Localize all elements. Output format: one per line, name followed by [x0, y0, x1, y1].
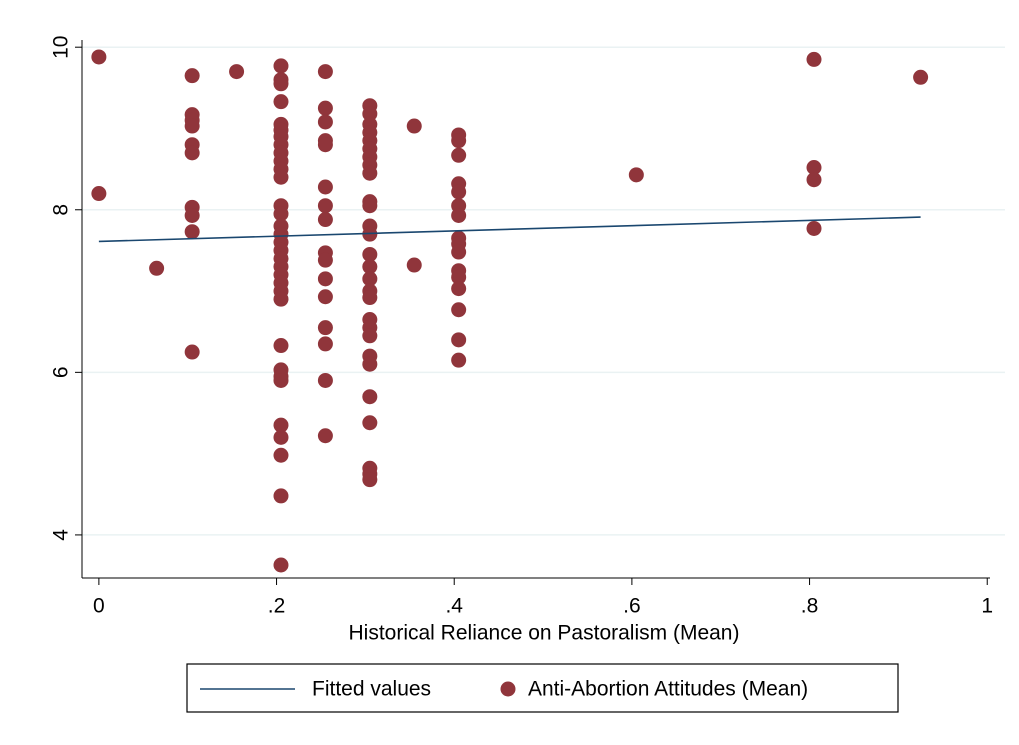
point	[184, 207, 200, 223]
point	[362, 389, 378, 405]
point	[317, 100, 333, 116]
point	[184, 145, 200, 161]
point	[451, 184, 467, 200]
point	[451, 147, 467, 163]
point	[317, 212, 333, 228]
point	[229, 64, 245, 80]
point	[806, 51, 822, 67]
point	[806, 159, 822, 175]
point	[273, 372, 289, 388]
point	[273, 206, 289, 222]
point	[317, 336, 333, 352]
x-tick-label: 0	[93, 595, 105, 618]
x-tick-label: 1	[981, 595, 993, 618]
point	[362, 290, 378, 306]
point	[184, 118, 200, 134]
point	[362, 198, 378, 214]
point	[362, 246, 378, 262]
point	[362, 165, 378, 181]
point	[362, 259, 378, 275]
x-tick-label: .4	[445, 595, 463, 618]
point	[362, 472, 378, 488]
point	[913, 69, 929, 85]
point	[273, 417, 289, 433]
point	[317, 320, 333, 336]
point	[273, 338, 289, 354]
y-tick-label: 8	[50, 204, 73, 216]
point	[628, 167, 644, 183]
point	[317, 137, 333, 153]
x-axis-label: Historical Reliance on Pastoralism (Mean…	[349, 622, 740, 645]
point	[317, 428, 333, 444]
point	[451, 207, 467, 223]
point	[362, 106, 378, 122]
point	[451, 244, 467, 260]
point	[317, 179, 333, 195]
point	[273, 291, 289, 307]
point	[273, 447, 289, 463]
point	[273, 429, 289, 445]
x-tick-label: .2	[268, 595, 286, 618]
legend-label: Fitted values	[312, 678, 431, 701]
point	[451, 269, 467, 285]
point	[451, 281, 467, 297]
point	[362, 328, 378, 344]
point	[451, 352, 467, 368]
point	[362, 271, 378, 287]
point	[149, 260, 165, 276]
x-tick-label: .6	[623, 595, 641, 618]
point	[451, 133, 467, 149]
point	[273, 488, 289, 504]
point	[317, 289, 333, 305]
point	[91, 186, 107, 202]
point	[317, 271, 333, 287]
point	[806, 220, 822, 236]
point	[273, 557, 289, 573]
point	[317, 114, 333, 130]
point	[317, 198, 333, 214]
legend-box	[186, 663, 899, 713]
y-tick-label: 6	[50, 366, 73, 378]
point	[317, 64, 333, 80]
point	[362, 356, 378, 372]
x-tick-label: .8	[801, 595, 819, 618]
point	[806, 172, 822, 188]
point	[273, 94, 289, 110]
legend-label: Anti-Abortion Attitudes (Mean)	[528, 678, 808, 701]
point	[91, 49, 107, 65]
point	[362, 415, 378, 431]
point	[317, 252, 333, 268]
point	[451, 332, 467, 348]
point	[184, 68, 200, 84]
point	[406, 118, 422, 134]
point	[273, 58, 289, 74]
point	[184, 224, 200, 240]
legend-marker	[500, 681, 516, 697]
point	[317, 372, 333, 388]
point	[451, 302, 467, 318]
point	[184, 344, 200, 360]
point	[406, 257, 422, 273]
fit-line	[98, 216, 921, 243]
point	[273, 76, 289, 92]
y-tick-label: 10	[50, 36, 73, 59]
point	[273, 169, 289, 185]
y-tick-label: 4	[50, 529, 73, 541]
